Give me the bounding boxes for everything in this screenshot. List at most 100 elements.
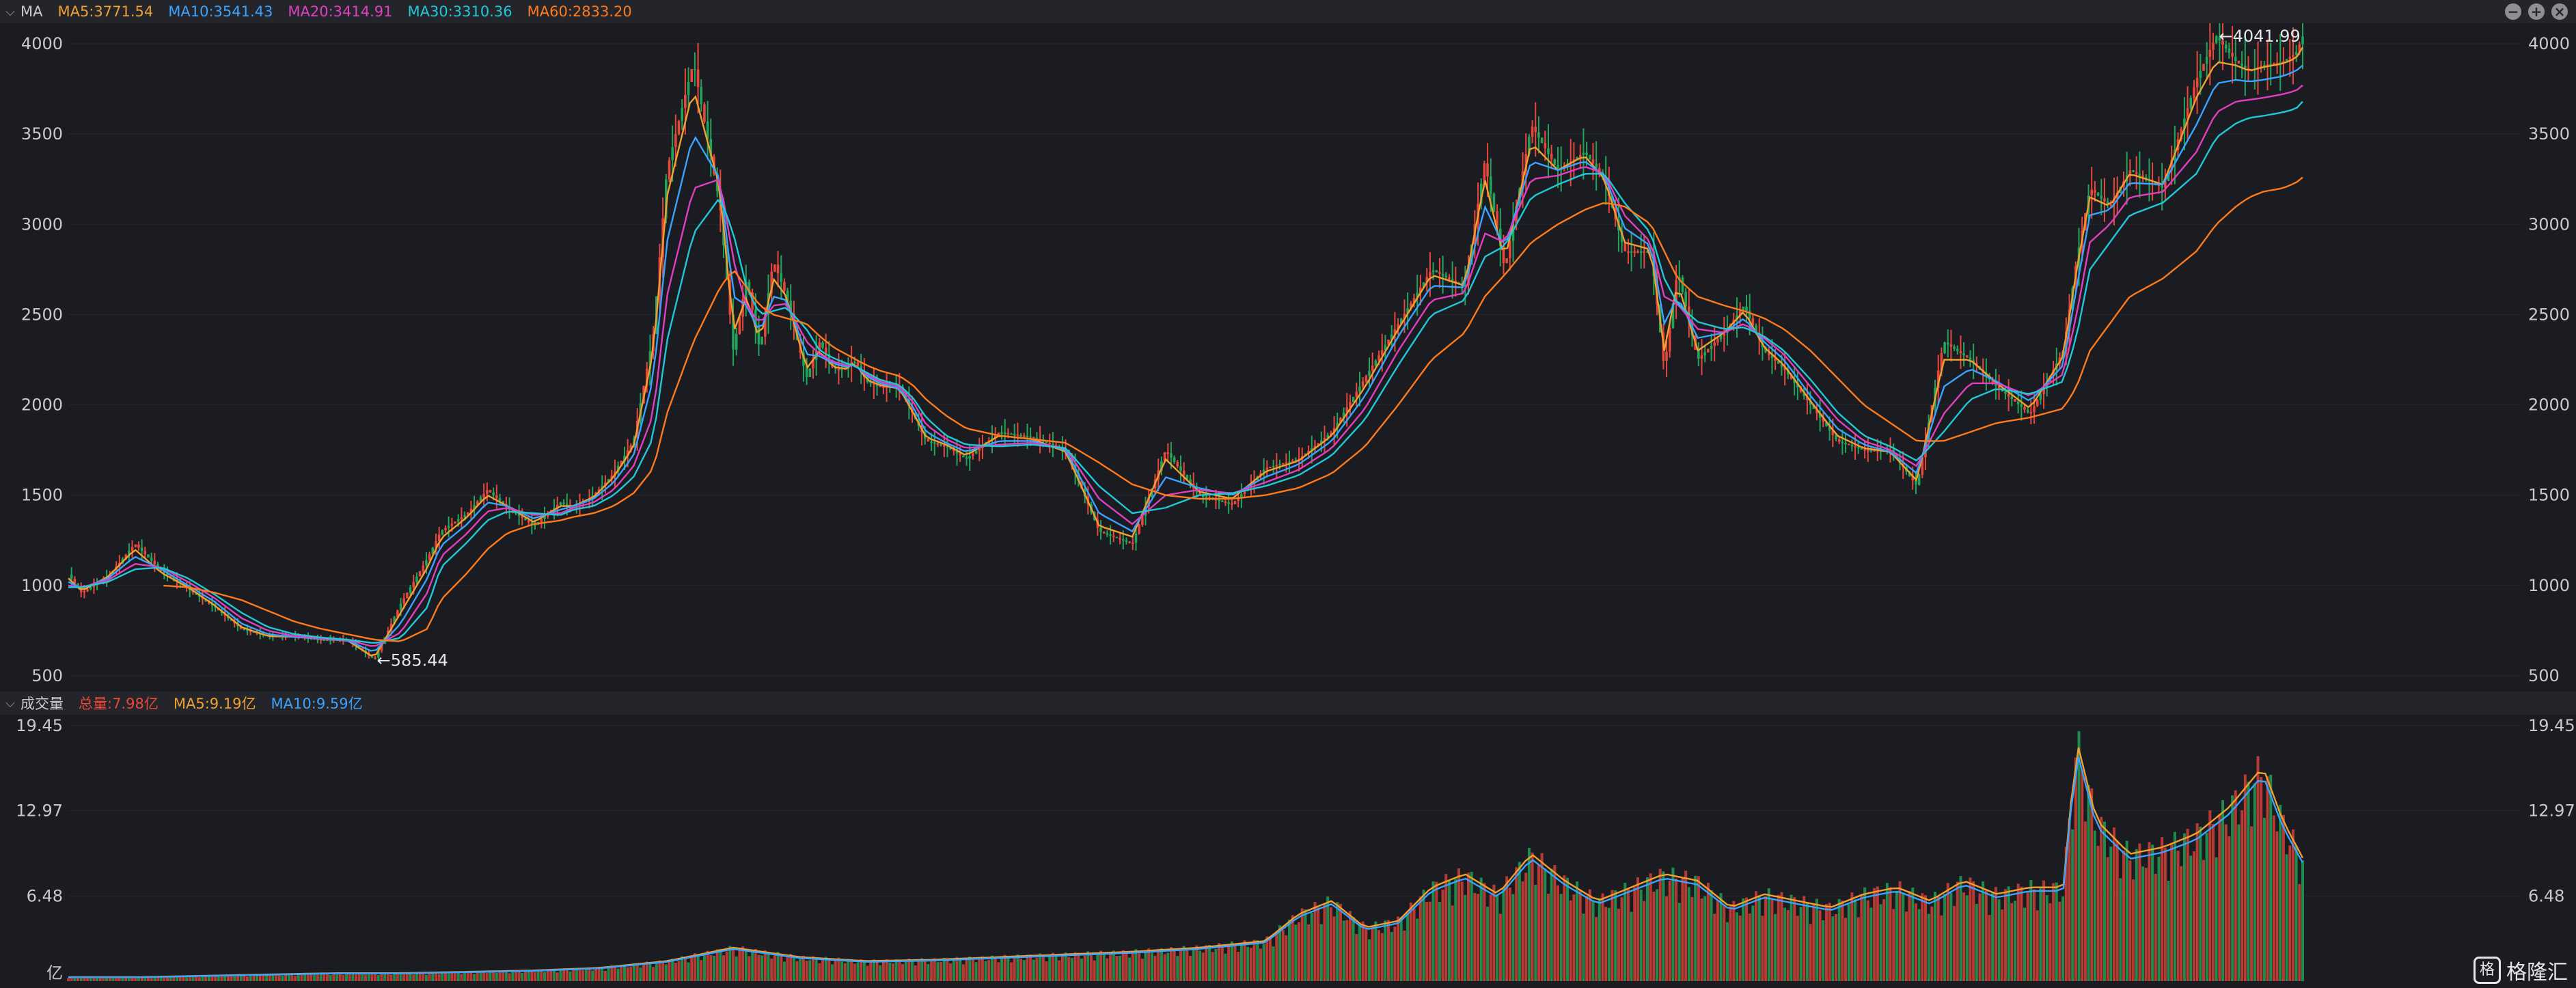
candle-body (479, 497, 482, 502)
volume-bar (1147, 948, 1151, 981)
volume-bar (885, 959, 888, 981)
volume-bar (914, 965, 917, 981)
volume-bar (1703, 896, 1707, 981)
volume-bar (1636, 877, 1639, 981)
volume-bar (146, 976, 150, 981)
volume-bar (1790, 894, 1793, 981)
volume-bar (1604, 907, 1608, 981)
volume-bar (306, 974, 310, 981)
volume-bar (220, 976, 223, 981)
candle-body (1489, 176, 1492, 194)
volume-bar (959, 959, 962, 981)
volume-bar (2119, 878, 2122, 981)
candle-body (1509, 241, 1511, 259)
volume-indicator-label[interactable]: 成交量 (20, 696, 64, 712)
candle-body (1812, 404, 1815, 409)
candle-body (927, 438, 930, 442)
volume-bar (629, 966, 633, 981)
candle-body (1109, 534, 1112, 536)
volume-bar (559, 970, 562, 981)
volume-bar (1576, 881, 1579, 981)
volume-bar (153, 976, 156, 981)
volume-bar (1358, 925, 1361, 981)
volume-bar (1940, 915, 1943, 981)
candle-body (1745, 306, 1748, 312)
volume-bar (1697, 876, 1700, 981)
minus-icon[interactable]: − (2505, 3, 2521, 20)
volume-bar (1224, 953, 1227, 981)
candle-body (1291, 461, 1294, 463)
candle-body (1578, 154, 1582, 157)
volume-bar (990, 955, 994, 981)
candle-body (2269, 64, 2273, 66)
candle-body (2065, 331, 2068, 352)
candle-body (1940, 353, 1943, 371)
volume-bar (616, 968, 620, 981)
volume-bar (891, 963, 894, 981)
volume-bar (182, 976, 185, 981)
volume-bar (1671, 867, 1675, 981)
candle-body (1166, 452, 1170, 454)
volume-bar (2020, 886, 2023, 981)
volume-bar (978, 957, 981, 981)
volume-bar (1690, 896, 1694, 981)
candle-body (92, 585, 96, 588)
price-indicator-label[interactable]: MA (20, 3, 43, 20)
volume-bar (1281, 930, 1285, 981)
candle-body (2189, 97, 2193, 109)
candle-body (86, 589, 89, 592)
collapse-chevron-icon[interactable]: ⌵ (5, 4, 15, 19)
volume-bar (207, 976, 210, 981)
volume-bar (1313, 901, 1317, 981)
collapse-chevron-icon[interactable]: ⌵ (5, 696, 15, 711)
volume-bar (917, 960, 920, 981)
volume-bar (437, 974, 441, 981)
volume-bar (1757, 895, 1761, 981)
volume-bar (1237, 951, 1240, 981)
candle-body (978, 448, 981, 451)
candle-body (1793, 379, 1796, 383)
candle-body (1265, 467, 1269, 470)
candle-body (437, 534, 441, 541)
candle-body (1035, 437, 1039, 439)
candle-body (1777, 361, 1780, 364)
candle-body (534, 524, 536, 526)
volume-bar (2144, 868, 2148, 981)
close-icon[interactable]: × (2551, 3, 2568, 20)
volume-bar (386, 973, 389, 981)
volume-bar (763, 950, 767, 981)
volume-bar (866, 965, 869, 981)
candle-body (1553, 159, 1557, 165)
volume-bar (2013, 901, 2016, 981)
volume-bar (2199, 826, 2202, 981)
volume-bar (748, 956, 751, 981)
candle-body (715, 174, 719, 191)
candle-body (879, 385, 882, 387)
volume-bar (696, 955, 700, 981)
volume-bar (2102, 821, 2106, 981)
plus-icon[interactable]: + (2528, 3, 2545, 20)
volume-bar (1854, 899, 1857, 981)
volume-bar (808, 960, 812, 981)
volume-bar (971, 959, 974, 981)
volume-bar (275, 974, 278, 981)
candle-body (530, 522, 534, 525)
candle-body (972, 453, 974, 456)
volume-bar (712, 955, 715, 981)
y-tick-left: 12.97 (16, 801, 63, 821)
candle-body (1326, 435, 1329, 438)
volume-bar (1837, 898, 1841, 981)
candle-body (869, 381, 873, 383)
volume-bar (1262, 944, 1265, 981)
candle-body (1844, 443, 1847, 445)
volume-ma-line-ma10 (68, 756, 2304, 978)
candle-body (1949, 344, 1953, 347)
candle-body (1738, 311, 1742, 316)
candle-body (1831, 430, 1835, 435)
volume-bar (143, 976, 147, 981)
volume-bar (191, 975, 195, 981)
y-tick-right: 3000 (2528, 215, 2570, 234)
volume-bar (2157, 856, 2161, 981)
volume-bar (380, 973, 383, 981)
volume-bar (920, 958, 924, 981)
